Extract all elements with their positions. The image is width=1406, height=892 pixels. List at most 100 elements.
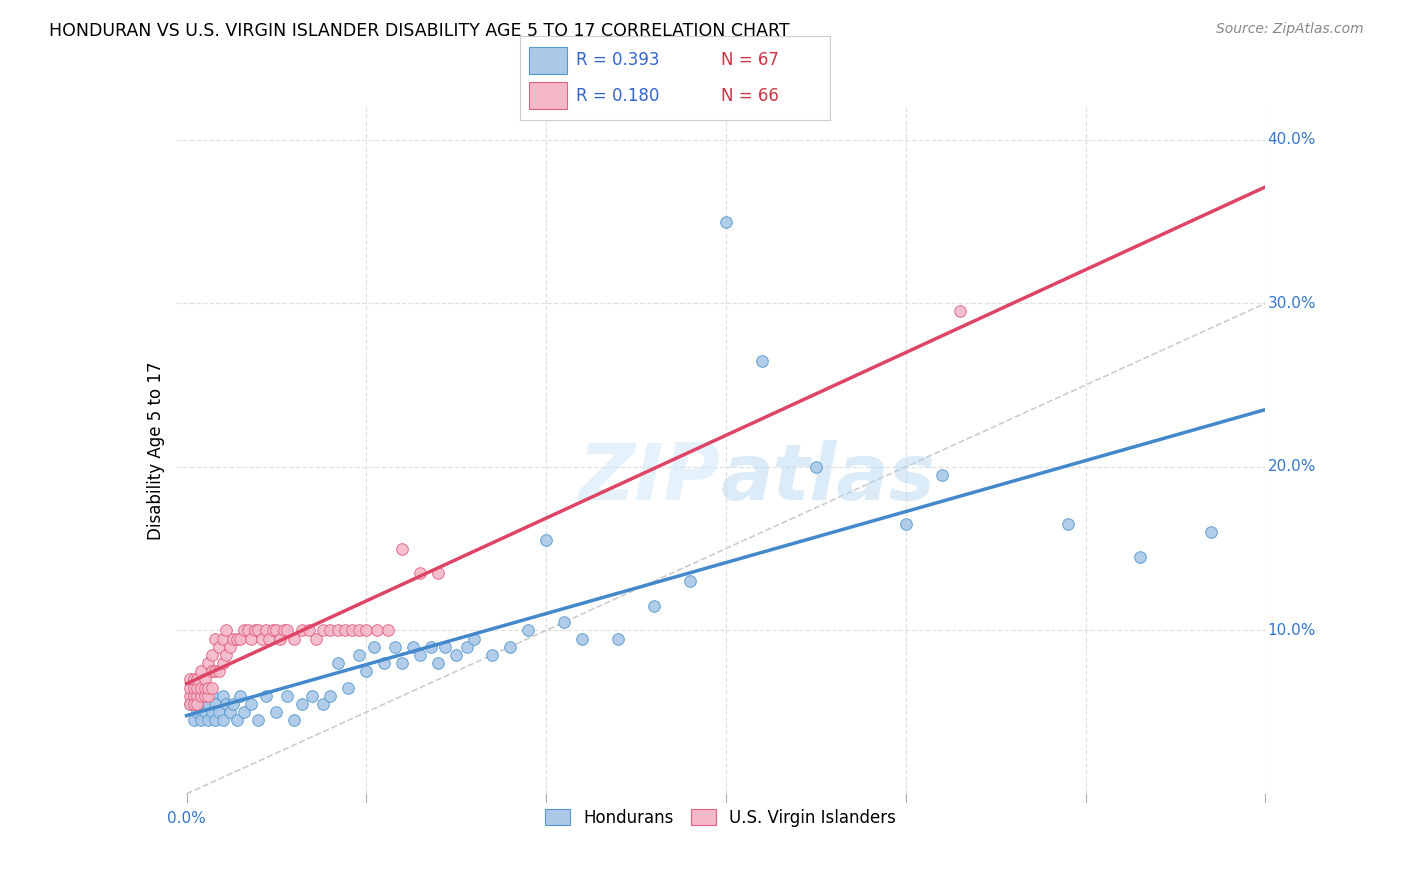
Point — [1056, 516, 1078, 531]
Point — [197, 697, 219, 711]
Point — [319, 689, 342, 703]
Point — [276, 689, 298, 703]
Point — [229, 632, 252, 646]
Point — [211, 656, 233, 670]
Point — [463, 632, 485, 646]
Point — [340, 624, 363, 638]
Point — [254, 689, 277, 703]
Point — [643, 599, 665, 613]
Text: 0.0%: 0.0% — [167, 811, 205, 826]
Point — [427, 566, 450, 580]
Point — [204, 664, 226, 679]
Point — [276, 624, 298, 638]
Point — [190, 689, 212, 703]
Point — [186, 689, 208, 703]
Point — [193, 689, 215, 703]
Point — [337, 681, 360, 695]
Point — [1201, 525, 1223, 540]
Point — [197, 681, 219, 695]
Text: 40.0%: 40.0% — [1268, 132, 1316, 147]
Point — [254, 624, 277, 638]
Point — [384, 640, 406, 654]
Point — [409, 648, 432, 662]
Point — [186, 681, 208, 695]
Point — [218, 640, 240, 654]
Point — [366, 624, 388, 638]
Point — [183, 689, 205, 703]
Point — [236, 624, 259, 638]
Point — [481, 648, 503, 662]
Point — [193, 705, 215, 719]
Point — [427, 656, 450, 670]
Point — [283, 714, 305, 728]
Point — [179, 681, 201, 695]
Point — [190, 714, 212, 728]
Point — [183, 689, 205, 703]
Point — [291, 624, 314, 638]
Point — [363, 640, 385, 654]
Point — [714, 214, 737, 228]
Point — [190, 664, 212, 679]
FancyBboxPatch shape — [530, 82, 567, 110]
Point — [179, 673, 201, 687]
Point — [402, 640, 425, 654]
Point — [197, 689, 219, 703]
Point — [201, 681, 224, 695]
Point — [204, 714, 226, 728]
Point — [225, 714, 247, 728]
Point — [266, 624, 288, 638]
Point — [240, 697, 263, 711]
Point — [247, 624, 270, 638]
Point — [931, 467, 953, 482]
Point — [456, 640, 478, 654]
Point — [201, 689, 224, 703]
Point — [201, 664, 224, 679]
Text: N = 66: N = 66 — [721, 87, 779, 105]
Point — [1128, 549, 1150, 564]
Point — [283, 632, 305, 646]
Point — [183, 673, 205, 687]
Point — [298, 624, 321, 638]
Point — [319, 624, 342, 638]
Point — [204, 632, 226, 646]
Point — [243, 624, 266, 638]
Point — [229, 689, 252, 703]
Point — [305, 632, 328, 646]
Point — [377, 624, 399, 638]
Point — [222, 697, 245, 711]
Point — [190, 697, 212, 711]
Legend: Hondurans, U.S. Virgin Islanders: Hondurans, U.S. Virgin Islanders — [538, 802, 903, 834]
Point — [347, 648, 370, 662]
Point — [534, 533, 557, 548]
Point — [356, 624, 378, 638]
Point — [391, 656, 413, 670]
Point — [201, 705, 224, 719]
Point — [679, 574, 702, 589]
Text: HONDURAN VS U.S. VIRGIN ISLANDER DISABILITY AGE 5 TO 17 CORRELATION CHART: HONDURAN VS U.S. VIRGIN ISLANDER DISABIL… — [49, 22, 790, 40]
Text: atlas: atlas — [721, 440, 935, 516]
Point — [197, 656, 219, 670]
Point — [420, 640, 443, 654]
Point — [215, 697, 238, 711]
Point — [183, 697, 205, 711]
Point — [197, 714, 219, 728]
Point — [186, 705, 208, 719]
Point — [571, 632, 593, 646]
Point — [193, 689, 215, 703]
Point — [804, 459, 827, 474]
Point — [208, 664, 231, 679]
Point — [301, 689, 323, 703]
Text: R = 0.393: R = 0.393 — [576, 51, 659, 70]
Point — [499, 640, 522, 654]
Text: ZIP: ZIP — [578, 440, 721, 516]
Text: 30.0%: 30.0% — [1268, 296, 1316, 310]
Point — [517, 624, 540, 638]
Point — [347, 624, 370, 638]
Text: Source: ZipAtlas.com: Source: ZipAtlas.com — [1216, 22, 1364, 37]
Point — [186, 681, 208, 695]
Point — [356, 664, 378, 679]
Point — [179, 697, 201, 711]
Point — [607, 632, 630, 646]
Point — [751, 353, 773, 368]
Point — [233, 624, 256, 638]
